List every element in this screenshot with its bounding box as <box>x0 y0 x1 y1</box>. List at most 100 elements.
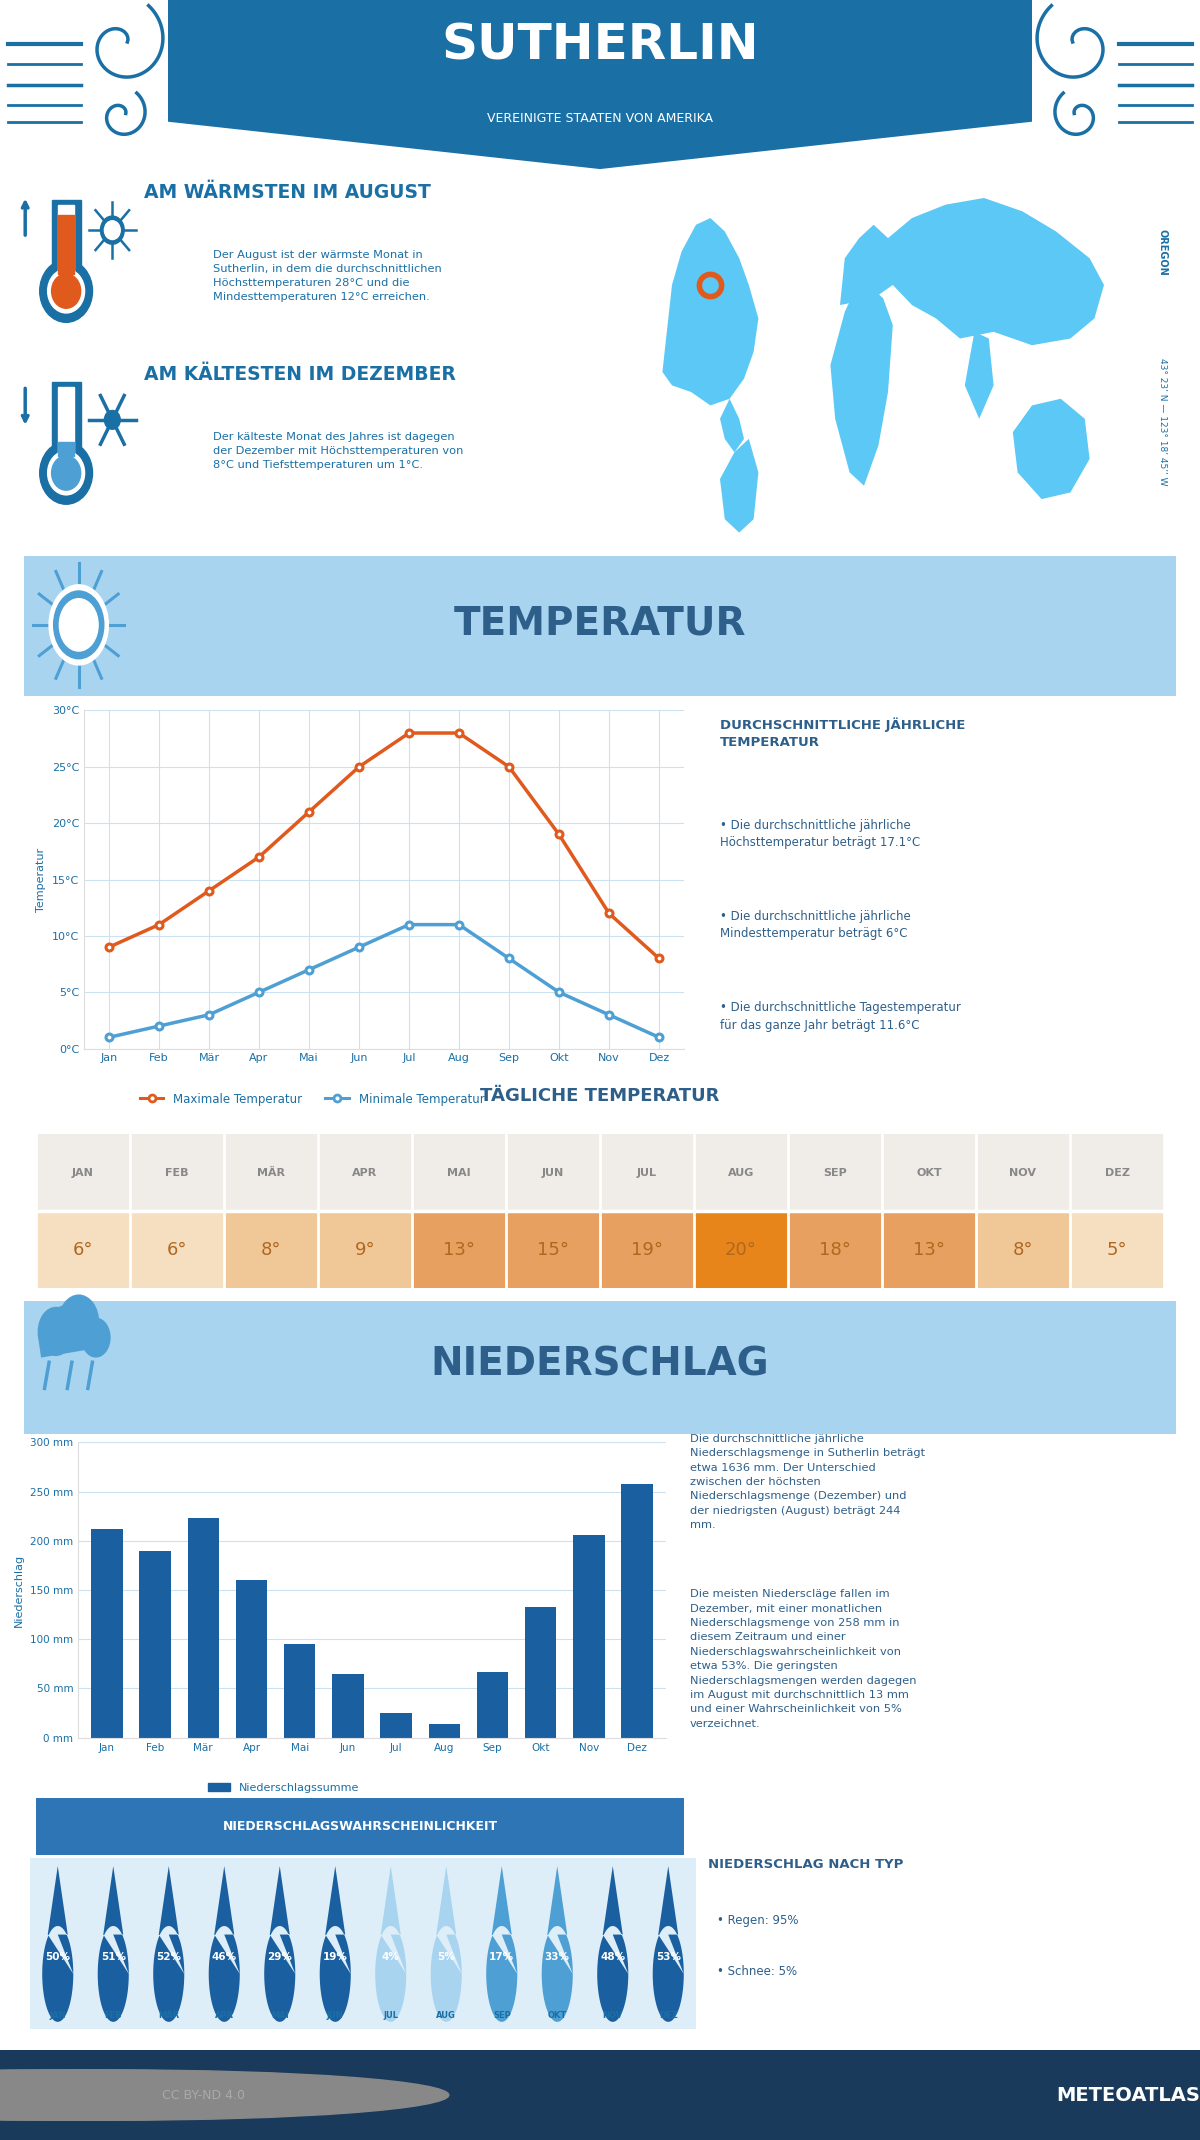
Bar <box>58 216 74 274</box>
Circle shape <box>49 584 108 666</box>
Polygon shape <box>209 1866 240 2022</box>
Text: AUG: AUG <box>437 2009 456 2020</box>
Polygon shape <box>965 332 994 419</box>
Polygon shape <box>720 439 758 533</box>
Text: 6°: 6° <box>73 1241 94 1258</box>
Bar <box>976 1134 1070 1211</box>
Text: SUTHERLIN: SUTHERLIN <box>442 21 758 71</box>
Y-axis label: Temperatur: Temperatur <box>36 847 47 912</box>
Polygon shape <box>598 1866 629 2022</box>
Bar <box>332 1673 364 1738</box>
Text: 5%: 5% <box>437 1952 455 1962</box>
Bar <box>224 1211 318 1288</box>
Circle shape <box>0 2069 414 2121</box>
Bar <box>58 387 74 456</box>
Text: • Regen: 95%: • Regen: 95% <box>718 1913 799 1926</box>
Bar <box>526 1607 557 1738</box>
Circle shape <box>54 591 104 659</box>
Text: CC BY-ND 4.0: CC BY-ND 4.0 <box>162 2089 245 2101</box>
Bar <box>600 1134 694 1211</box>
Text: AM KÄLTESTEN IM DEZEMBER: AM KÄLTESTEN IM DEZEMBER <box>144 366 456 385</box>
Bar <box>882 1211 976 1288</box>
Text: TEMPERATUR: TEMPERATUR <box>454 603 746 642</box>
Bar <box>694 1211 788 1288</box>
Text: DEZ: DEZ <box>1104 1168 1129 1177</box>
Text: SEP: SEP <box>493 2009 511 2020</box>
Polygon shape <box>319 1866 350 2022</box>
Text: • Die durchschnittliche Tagestemperatur
für das ganze Jahr beträgt 11.6°C: • Die durchschnittliche Tagestemperatur … <box>720 1002 961 1031</box>
Text: 29%: 29% <box>268 1952 292 1962</box>
Text: 48%: 48% <box>600 1952 625 1962</box>
Text: NIEDERSCHLAG NACH TYP: NIEDERSCHLAG NACH TYP <box>708 1858 904 1870</box>
Text: METEOATLAS.DE: METEOATLAS.DE <box>1056 2086 1200 2104</box>
Maximale Temperatur <box>502 753 516 779</box>
Text: 51%: 51% <box>101 1952 126 1962</box>
Line: Minimale Temperatur: Minimale Temperatur <box>106 920 662 1040</box>
Circle shape <box>0 2069 379 2121</box>
Polygon shape <box>486 1866 517 2022</box>
Bar <box>318 1134 412 1211</box>
Circle shape <box>52 274 80 308</box>
Minimale Temperatur <box>102 1025 116 1051</box>
Legend: Maximale Temperatur, Minimale Temperatur: Maximale Temperatur, Minimale Temperatur <box>134 1087 490 1111</box>
Text: • Die durchschnittliche jährliche
Mindesttemperatur beträgt 6°C: • Die durchschnittliche jährliche Mindes… <box>720 910 911 939</box>
Text: APR: APR <box>215 2009 234 2020</box>
FancyBboxPatch shape <box>1 554 1199 698</box>
Bar <box>36 1134 130 1211</box>
Bar <box>380 1712 412 1738</box>
Maximale Temperatur <box>652 946 666 972</box>
Bar <box>600 1211 694 1288</box>
Bar <box>52 201 80 282</box>
Bar <box>788 1211 882 1288</box>
Bar <box>224 1134 318 1211</box>
Text: 18°: 18° <box>820 1241 851 1258</box>
Text: SEP: SEP <box>823 1168 847 1177</box>
Text: 50%: 50% <box>46 1952 71 1962</box>
FancyBboxPatch shape <box>30 1798 690 1855</box>
Polygon shape <box>720 398 744 452</box>
Bar <box>976 1211 1070 1288</box>
Polygon shape <box>653 1866 684 2022</box>
Text: MÄR: MÄR <box>158 2009 179 2020</box>
Text: 5°: 5° <box>1106 1241 1127 1258</box>
FancyBboxPatch shape <box>1 1299 1199 1436</box>
Bar <box>1070 1211 1164 1288</box>
Circle shape <box>104 411 120 430</box>
Maximale Temperatur <box>152 912 167 937</box>
Text: JUN: JUN <box>326 2009 343 2020</box>
Bar <box>58 205 74 274</box>
Text: OREGON: OREGON <box>1158 229 1168 276</box>
Text: • Die durchschnittliche jährliche
Höchsttemperatur beträgt 17.1°C: • Die durchschnittliche jährliche Höchst… <box>720 820 920 850</box>
Bar <box>788 1134 882 1211</box>
Text: TÄGLICHE TEMPERATUR: TÄGLICHE TEMPERATUR <box>480 1087 720 1104</box>
Line: Maximale Temperatur: Maximale Temperatur <box>106 730 662 961</box>
Text: OKT: OKT <box>547 2009 566 2020</box>
Bar <box>91 1528 122 1738</box>
Circle shape <box>48 270 84 312</box>
Bar <box>52 383 80 464</box>
Minimale Temperatur <box>402 912 416 937</box>
Circle shape <box>101 216 125 244</box>
Text: AUG: AUG <box>728 1168 754 1177</box>
Text: JUL: JUL <box>383 2009 398 2020</box>
Polygon shape <box>830 285 893 486</box>
Polygon shape <box>42 1866 73 2022</box>
Minimale Temperatur <box>552 980 566 1006</box>
Text: • Schnee: 5%: • Schnee: 5% <box>718 1965 797 1977</box>
Text: 13°: 13° <box>443 1241 475 1258</box>
Polygon shape <box>37 1303 104 1357</box>
Y-axis label: Niederschlag: Niederschlag <box>14 1554 24 1626</box>
Maximale Temperatur <box>402 721 416 747</box>
Maximale Temperatur <box>302 798 317 824</box>
Maximale Temperatur <box>202 877 216 903</box>
Circle shape <box>104 220 120 240</box>
Polygon shape <box>154 1866 185 2022</box>
Text: AM WÄRMSTEN IM AUGUST: AM WÄRMSTEN IM AUGUST <box>144 184 431 203</box>
Circle shape <box>59 599 98 651</box>
Minimale Temperatur <box>502 946 516 972</box>
Text: MAI: MAI <box>448 1168 470 1177</box>
Text: NOV: NOV <box>602 2009 623 2020</box>
Text: NIEDERSCHLAG: NIEDERSCHLAG <box>431 1346 769 1385</box>
Circle shape <box>40 441 92 505</box>
Text: FEB: FEB <box>166 1168 188 1177</box>
